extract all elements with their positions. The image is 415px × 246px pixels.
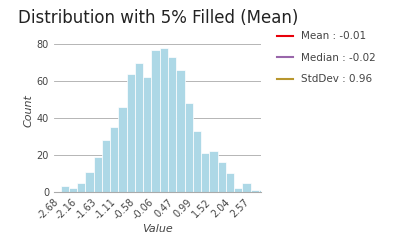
Bar (102, 140, 110, 192)
Bar (110, 127, 118, 192)
Legend: Mean : -0.01, Median : -0.02, StdDev : 0.96: Mean : -0.01, Median : -0.02, StdDev : 0… (277, 31, 376, 84)
Bar (135, 63, 143, 192)
X-axis label: Value: Value (142, 224, 173, 234)
Bar (143, 77, 151, 192)
Bar (160, 48, 168, 192)
Bar (185, 103, 193, 192)
Bar (94, 157, 102, 192)
Bar (226, 173, 234, 192)
Bar (118, 107, 127, 192)
Bar (193, 131, 201, 192)
Bar (61, 186, 69, 192)
Bar (234, 188, 242, 192)
Bar (217, 162, 226, 192)
Bar (201, 153, 209, 192)
Bar (127, 74, 135, 192)
Bar (209, 151, 217, 192)
Bar (77, 183, 85, 192)
Bar (251, 190, 259, 192)
Bar (242, 183, 251, 192)
Bar (284, 190, 292, 192)
Bar (44, 190, 52, 192)
Bar (259, 190, 267, 192)
Title: Distribution with 5% Filled (Mean): Distribution with 5% Filled (Mean) (17, 9, 298, 27)
Bar (176, 70, 185, 192)
Bar (151, 50, 160, 192)
Bar (168, 57, 176, 192)
Bar (85, 172, 94, 192)
Bar (69, 188, 77, 192)
Y-axis label: Count: Count (24, 94, 34, 127)
